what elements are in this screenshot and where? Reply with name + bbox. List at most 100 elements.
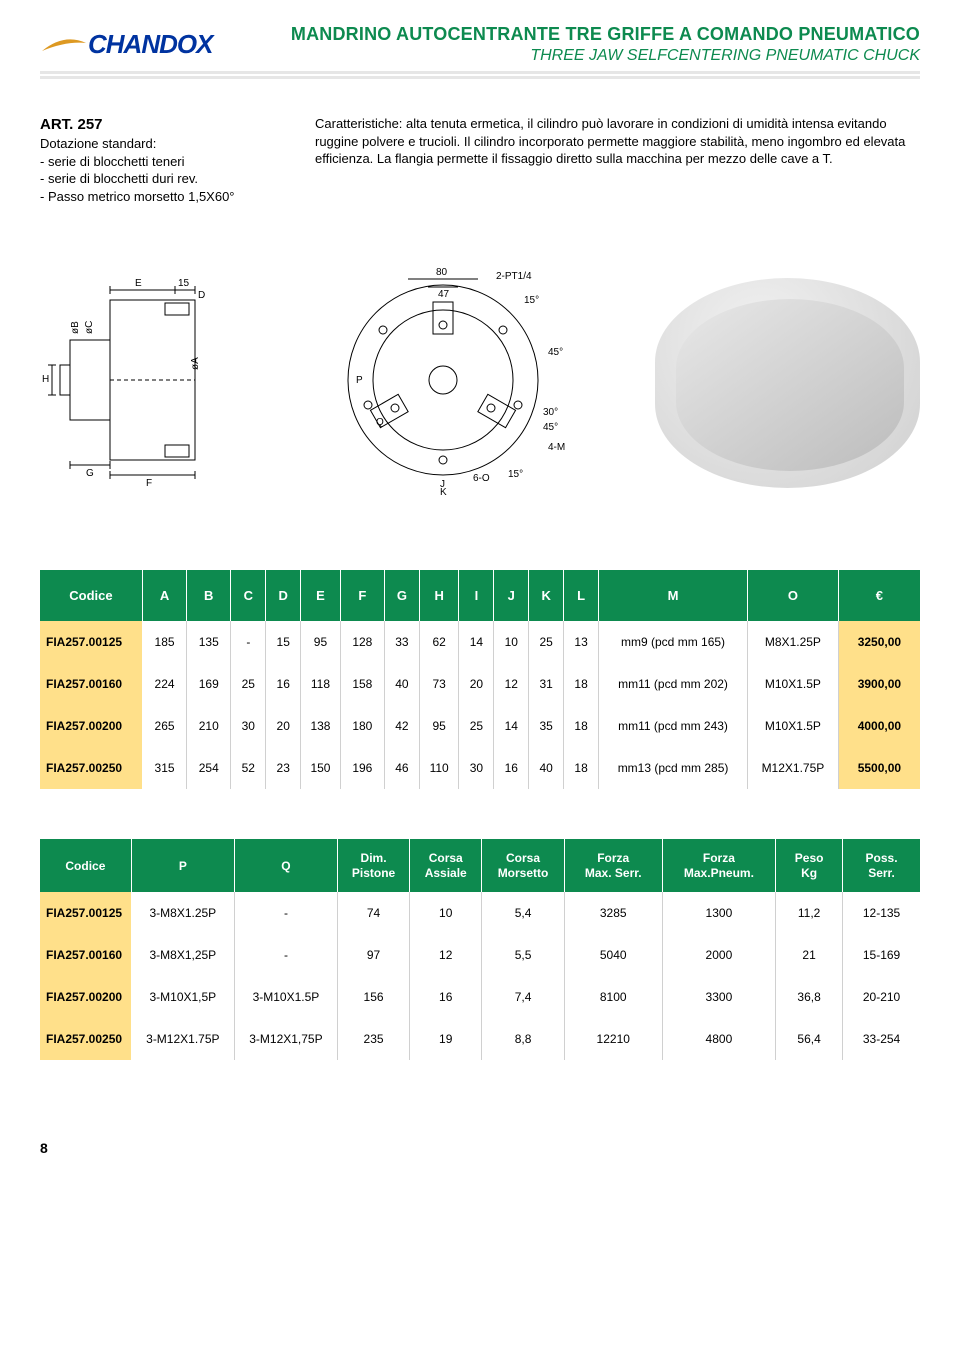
table1-header: C <box>231 570 266 621</box>
table-cell: 19 <box>410 1018 482 1060</box>
table-row: FIA257.002002652103020138180429525143518… <box>40 705 920 747</box>
table-cell: 4000,00 <box>838 705 920 747</box>
page-header: CHANDOX MANDRINO AUTOCENTRANTE TRE GRIFF… <box>40 24 920 65</box>
dim-label: 4-M <box>548 442 565 453</box>
table-cell: 15-169 <box>843 934 920 976</box>
table-cell: 10 <box>494 621 529 663</box>
table2-header: PesoKg <box>776 839 843 892</box>
table1-header: O <box>748 570 839 621</box>
table2-header: ForzaMax. Serr. <box>564 839 662 892</box>
table-cell: 25 <box>459 705 494 747</box>
brand-logo: CHANDOX <box>40 29 212 60</box>
table-cell: FIA257.00250 <box>40 1018 131 1060</box>
table-row: FIA257.00125185135-1595128336214102513mm… <box>40 621 920 663</box>
table-cell: - <box>231 621 266 663</box>
table1-header: H <box>419 570 459 621</box>
table-cell: 16 <box>494 747 529 789</box>
table2-header: CorsaMorsetto <box>482 839 564 892</box>
table-cell: M12X1.75P <box>748 747 839 789</box>
table-cell: 14 <box>459 621 494 663</box>
table-cell: 12 <box>410 934 482 976</box>
dim-label: 80 <box>436 267 448 278</box>
table-cell: 135 <box>187 621 231 663</box>
table1-header: I <box>459 570 494 621</box>
table2-header: Poss.Serr. <box>843 839 920 892</box>
table-cell: 235 <box>337 1018 409 1060</box>
table-cell: 210 <box>187 705 231 747</box>
intro-left: ART. 257 Dotazione standard: - serie di … <box>40 115 285 205</box>
table-cell: 3-M10X1.5P <box>234 976 337 1018</box>
table-row: FIA257.001603-M8X1,25P-97125,55040200021… <box>40 934 920 976</box>
table2-header: Dim.Pistone <box>337 839 409 892</box>
table-cell: FIA257.00125 <box>40 621 142 663</box>
table-cell: 13 <box>564 621 599 663</box>
table-cell: 16 <box>266 663 301 705</box>
table-cell: 23 <box>266 747 301 789</box>
dim-label: K <box>440 487 447 495</box>
table-cell: 74 <box>337 892 409 934</box>
table-cell: 5,4 <box>482 892 564 934</box>
table-cell: mm9 (pcd mm 165) <box>599 621 748 663</box>
table-cell: 5500,00 <box>838 747 920 789</box>
table-cell: 42 <box>384 705 419 747</box>
table1-header: J <box>494 570 529 621</box>
spec-table-2: CodicePQDim.PistoneCorsaAssialeCorsaMors… <box>40 839 920 1060</box>
table-cell: 315 <box>142 747 186 789</box>
dim-label: 15 <box>178 278 190 289</box>
table2-header: Codice <box>40 839 131 892</box>
table1-header: Codice <box>40 570 142 621</box>
table-cell: 265 <box>142 705 186 747</box>
table-cell: 12 <box>494 663 529 705</box>
table-cell: 62 <box>419 621 459 663</box>
table-cell: 12210 <box>564 1018 662 1060</box>
table-cell: - <box>234 934 337 976</box>
dim-label: F <box>146 478 152 489</box>
table-cell: 5040 <box>564 934 662 976</box>
table-cell: 3285 <box>564 892 662 934</box>
table-cell: 3-M8X1,25P <box>131 934 234 976</box>
intro-line: Dotazione standard: <box>40 135 285 153</box>
table1-header: K <box>529 570 564 621</box>
title-block: MANDRINO AUTOCENTRANTE TRE GRIFFE A COMA… <box>232 24 920 65</box>
dim-label: 15° <box>524 295 539 306</box>
table-cell: 8,8 <box>482 1018 564 1060</box>
table-cell: 36,8 <box>776 976 843 1018</box>
table-cell: 156 <box>337 976 409 1018</box>
dim-label: 15° <box>508 469 523 480</box>
table-cell: 30 <box>459 747 494 789</box>
table-cell: 3-M12X1,75P <box>234 1018 337 1060</box>
intro-section: ART. 257 Dotazione standard: - serie di … <box>40 115 920 205</box>
table-cell: 110 <box>419 747 459 789</box>
logo-text: CHANDOX <box>88 29 212 59</box>
table-cell: 138 <box>301 705 341 747</box>
table-cell: 20 <box>266 705 301 747</box>
front-view-diagram: 80 47 2-PT1/4 15° 45° 30° 45° 4-M 6-O 15… <box>308 265 598 500</box>
table-cell: 3900,00 <box>838 663 920 705</box>
table-cell: 18 <box>564 663 599 705</box>
divider <box>40 71 920 74</box>
table1-header: M <box>599 570 748 621</box>
table2-header: ForzaMax.Pneum. <box>662 839 775 892</box>
table-row: FIA257.002503-M12X1.75P3-M12X1,75P235198… <box>40 1018 920 1060</box>
table-cell: 169 <box>187 663 231 705</box>
dim-label: 45° <box>548 347 563 358</box>
table-cell: 95 <box>301 621 341 663</box>
table-cell: 46 <box>384 747 419 789</box>
table-cell: FIA257.00160 <box>40 934 131 976</box>
table-cell: M8X1.25P <box>748 621 839 663</box>
table1-header: D <box>266 570 301 621</box>
dim-label: D <box>198 290 205 301</box>
article-number: ART. 257 <box>40 115 285 135</box>
dim-label: H <box>42 374 49 385</box>
title-italian: MANDRINO AUTOCENTRANTE TRE GRIFFE A COMA… <box>232 24 920 45</box>
dim-label: øA <box>190 357 201 370</box>
table-cell: 1300 <box>662 892 775 934</box>
table-cell: 18 <box>564 747 599 789</box>
table-cell: 118 <box>301 663 341 705</box>
table1-header: F <box>340 570 384 621</box>
intro-line: - Passo metrico morsetto 1,5X60° <box>40 188 285 206</box>
title-english: THREE JAW SELFCENTERING PNEUMATIC CHUCK <box>232 47 920 65</box>
table-cell: 224 <box>142 663 186 705</box>
page-number: 8 <box>40 1140 920 1156</box>
table-cell: 2000 <box>662 934 775 976</box>
